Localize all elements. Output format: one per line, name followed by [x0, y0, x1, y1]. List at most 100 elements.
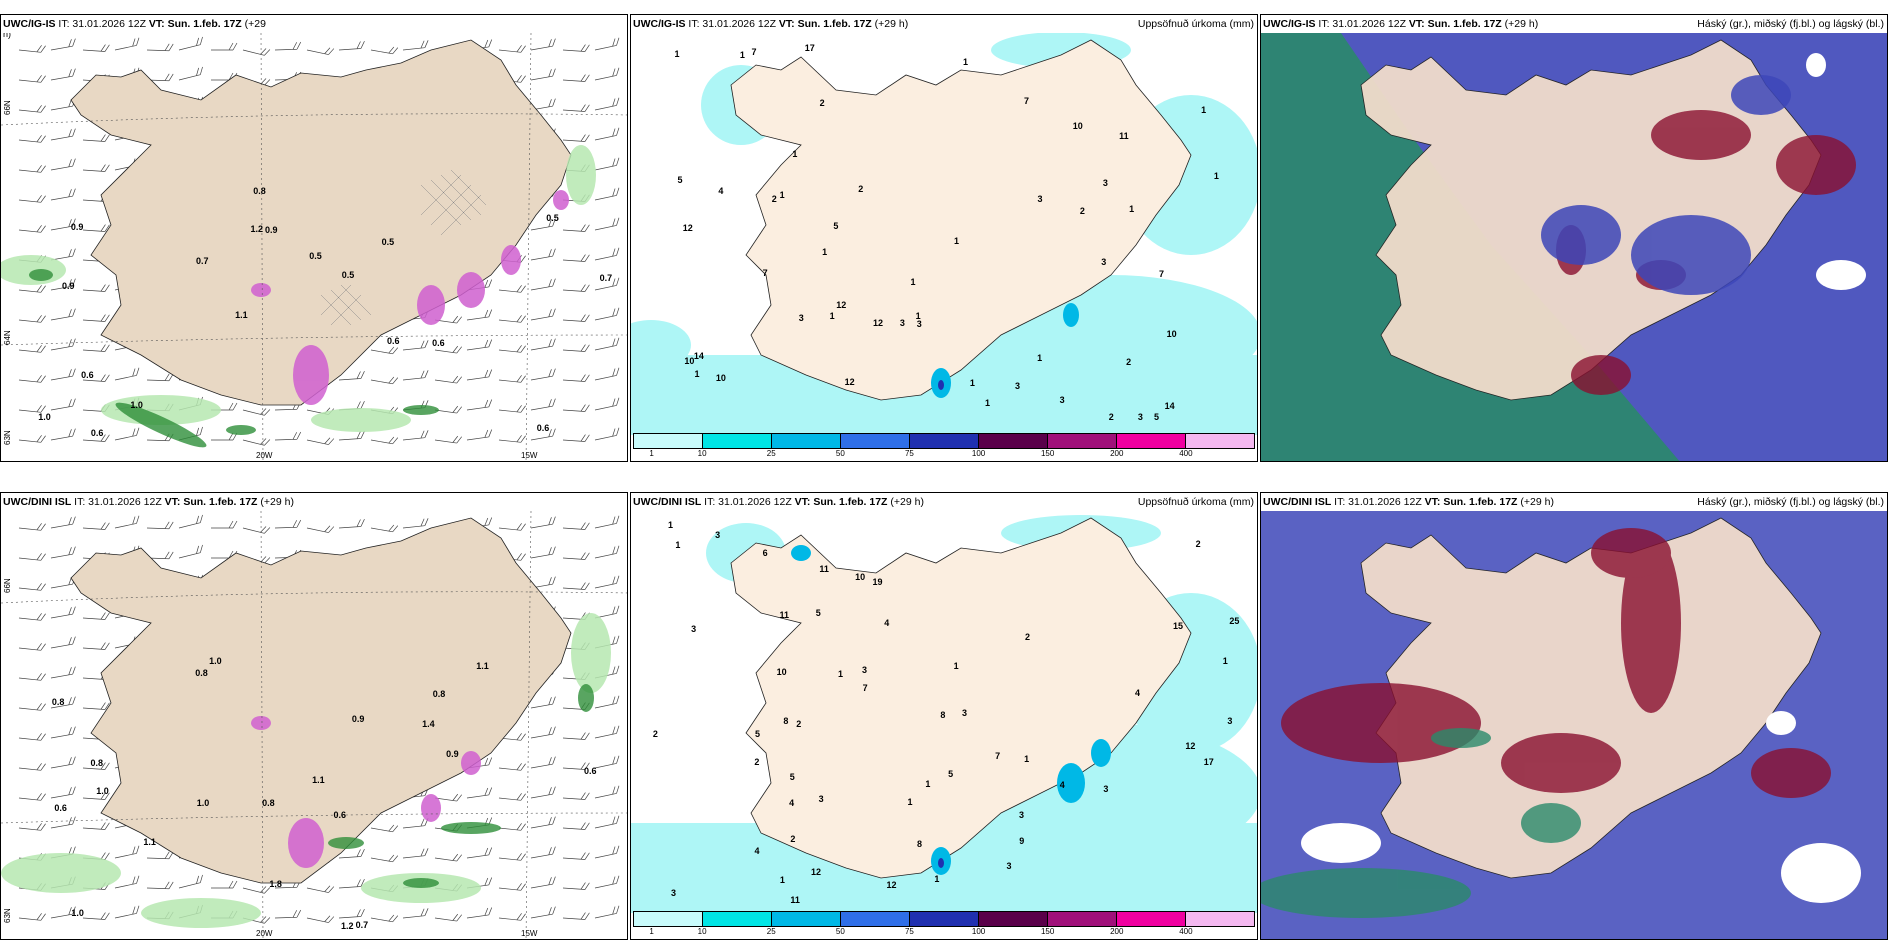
wind-barb	[530, 756, 556, 769]
model-name: UWC/DINI ISL	[633, 496, 702, 508]
value-label: 14	[693, 351, 704, 362]
valid-time: Sun. 1.feb. 17Z	[813, 496, 888, 508]
lat-label-66: 66N	[3, 100, 12, 115]
wind-barb	[50, 158, 76, 171]
cloud-clear	[1806, 53, 1866, 290]
wind-barb	[50, 308, 76, 321]
value-label: 1.1	[312, 774, 325, 785]
value-label: 1	[907, 797, 913, 808]
wind-barb	[530, 278, 556, 291]
value-label: 0.6	[386, 336, 400, 347]
colorbar-tick-label: 100	[971, 927, 986, 936]
colorbar-tick-label: 25	[766, 449, 776, 458]
wind-barb	[466, 907, 493, 919]
wind-barb	[562, 314, 590, 322]
wind-barb	[530, 38, 556, 51]
wind-barb	[82, 792, 110, 800]
wind-barb	[18, 105, 46, 113]
value-label: 1	[953, 661, 959, 672]
gust-strong	[29, 269, 439, 448]
wind-barb	[82, 912, 110, 920]
wind-barb	[594, 97, 620, 111]
wind-barb	[18, 195, 46, 203]
value-label: 5	[833, 221, 839, 231]
value-label: 1.4	[422, 718, 435, 729]
colorbar-swatch	[979, 434, 1048, 448]
value-label: 1.1	[476, 660, 489, 671]
wind-barb	[562, 404, 590, 412]
wind-barb	[530, 786, 556, 799]
wind-barb	[466, 399, 493, 411]
wind-barb	[18, 733, 46, 741]
wind-barb	[82, 134, 110, 142]
wind-barb	[562, 912, 590, 920]
wind-barb	[18, 165, 46, 173]
colorbar-swatch	[841, 912, 910, 926]
wind-barb	[178, 66, 203, 81]
value-label: 7	[762, 268, 768, 279]
wind-barb	[562, 374, 590, 382]
value-label: 3	[798, 312, 804, 323]
wind-barb	[242, 438, 271, 446]
value-label: 5	[1154, 411, 1160, 422]
value-label: 25	[1229, 616, 1240, 627]
colorbar-tick-label: 10	[697, 449, 707, 458]
value-label: 11	[1119, 131, 1129, 142]
value-label: 1	[829, 311, 835, 322]
wind-barb	[306, 437, 335, 445]
valid-time-label: VT:	[1408, 18, 1425, 30]
wind-barb	[434, 913, 462, 922]
value-label: 0.6	[81, 370, 94, 381]
init-time: IT: 31.01.2026 12Z	[74, 496, 162, 508]
value-label: 12	[836, 299, 847, 310]
wind-barb	[178, 874, 203, 889]
wind-barb	[18, 643, 46, 651]
lat-label-64: 64N	[3, 330, 12, 345]
wind-barb	[50, 786, 76, 799]
colorbar-tick-label: 100	[971, 449, 986, 458]
wind-barb	[530, 398, 556, 411]
wind-barb	[594, 695, 620, 709]
value-label: 2	[771, 193, 777, 204]
wind-barb	[562, 732, 590, 740]
value-label: 1	[1024, 753, 1030, 764]
wind-barb	[114, 845, 140, 859]
colorbar-tick-label: 200	[1110, 449, 1124, 458]
wind-barb	[50, 756, 76, 769]
value-label: 10	[715, 372, 726, 383]
wind-barb	[370, 524, 399, 533]
colorbar-swatch	[1048, 912, 1117, 926]
value-label: 1	[953, 236, 959, 247]
value-label: 0.9	[62, 281, 75, 292]
wind-barb	[82, 44, 110, 52]
valid-time-label: VT:	[148, 18, 165, 30]
value-label: 2	[858, 183, 864, 194]
wind-barb	[530, 68, 556, 81]
value-label: 1.0	[130, 400, 143, 411]
wind-barb	[562, 254, 590, 262]
panel-ig-precip: UWC/IG-IS IT: 31.01.2026 12Z VT: Sun. 1.…	[630, 14, 1258, 462]
wind-barb	[82, 762, 110, 770]
wind-barb	[434, 793, 462, 802]
value-label: 3	[1101, 256, 1107, 267]
wind-barb	[18, 703, 46, 711]
model-name: UWC/DINI ISL	[1263, 496, 1332, 508]
wind-barb	[146, 881, 174, 890]
wind-barb	[50, 188, 76, 201]
init-time: IT: 31.01.2026 12Z	[704, 496, 792, 508]
wind-barb	[50, 906, 76, 919]
value-label: 1	[1129, 204, 1135, 215]
gust-strong	[328, 684, 594, 888]
value-label: 1.1	[143, 837, 156, 848]
lat-label-63: 63N	[3, 430, 12, 445]
wind-barb	[498, 375, 526, 383]
lead-time: (+29	[244, 18, 266, 30]
wind-barb	[530, 218, 556, 231]
value-label: 2	[819, 97, 825, 108]
colorbar-tick-label: 50	[835, 449, 845, 458]
dini-precip-map	[631, 493, 1257, 939]
value-label: 6	[762, 548, 768, 559]
panel-header: UWC/DINI ISL IT: 31.01.2026 12Z VT: Sun.…	[1261, 493, 1887, 511]
wind-barb	[594, 247, 620, 261]
wind-barb	[562, 822, 590, 830]
